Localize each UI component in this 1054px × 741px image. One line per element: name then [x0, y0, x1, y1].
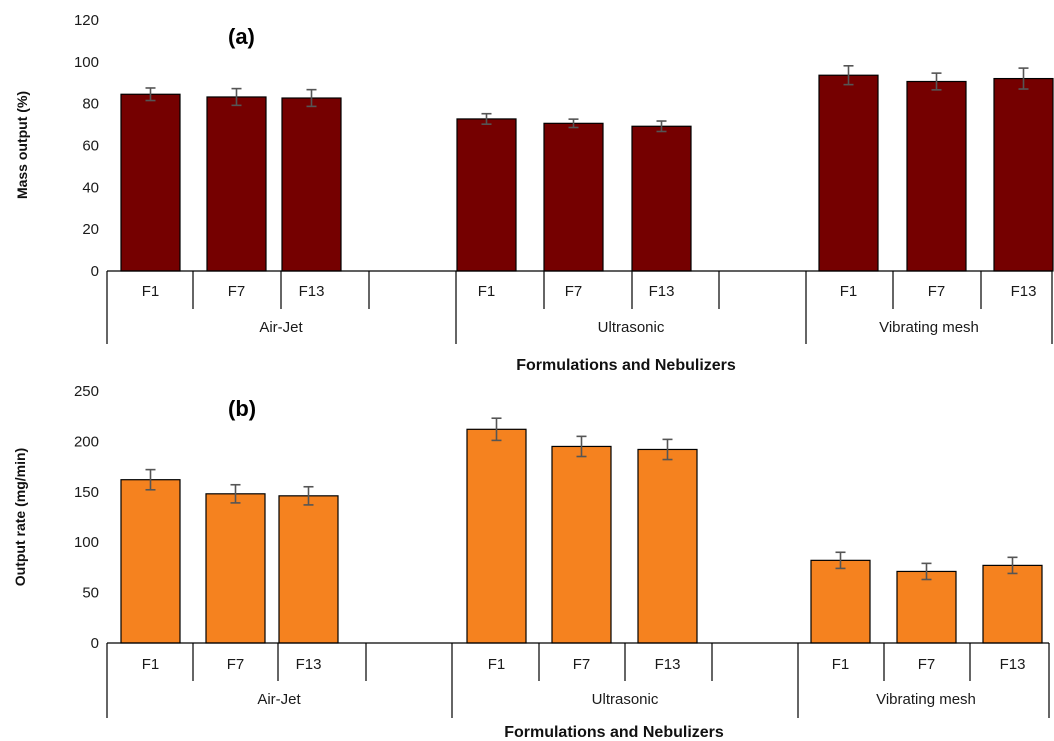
bar — [543, 122, 604, 272]
panel-b-x-axis-label: Formulations and Nebulizers — [504, 724, 724, 741]
group-label: Vibrating mesh — [876, 691, 976, 708]
panel-b-label: (b) — [228, 396, 256, 421]
x-tick-label: F7 — [918, 656, 936, 673]
bar — [205, 493, 266, 644]
y-tick-label: 150 — [74, 484, 99, 501]
panel-a-y-axis-label: Mass output (%) — [14, 91, 30, 199]
panel-b-chart: (b) Output rate (mg/min) Formulations an… — [12, 383, 1050, 741]
panel-a-label: (a) — [228, 24, 255, 49]
x-tick-label: F13 — [296, 656, 322, 673]
bar — [810, 559, 871, 644]
y-tick-label: 0 — [91, 635, 99, 652]
bar — [982, 564, 1043, 644]
x-tick-label: F13 — [655, 656, 681, 673]
bar — [466, 428, 527, 644]
group-label: Vibrating mesh — [879, 319, 979, 336]
y-tick-label: 40 — [82, 179, 99, 196]
y-tick-label: 100 — [74, 54, 99, 71]
x-tick-label: F13 — [1000, 656, 1026, 673]
bar — [818, 74, 879, 272]
group-label: Air-Jet — [259, 319, 303, 336]
bar — [906, 80, 967, 272]
bar — [993, 77, 1054, 272]
x-tick-label: F1 — [840, 283, 858, 300]
group-label: Air-Jet — [257, 691, 301, 708]
x-tick-label: F1 — [142, 656, 160, 673]
x-tick-label: F7 — [928, 283, 946, 300]
panel-a-x-axis-label: Formulations and Nebulizers — [516, 357, 736, 374]
x-tick-label: F7 — [227, 656, 245, 673]
y-tick-label: 100 — [74, 534, 99, 551]
x-tick-label: F1 — [488, 656, 506, 673]
bar — [206, 96, 267, 272]
panel-a-chart: (a) Mass output (%) Formulations and Neb… — [14, 12, 1054, 374]
panel-b-y-axis-label: Output rate (mg/min) — [12, 448, 28, 586]
bar — [896, 570, 957, 644]
y-tick-label: 0 — [91, 263, 99, 280]
bar — [637, 448, 698, 644]
x-tick-label: F13 — [299, 283, 325, 300]
y-tick-label: 250 — [74, 383, 99, 400]
x-tick-label: F13 — [1011, 283, 1037, 300]
x-tick-label: F7 — [228, 283, 246, 300]
x-tick-label: F1 — [832, 656, 850, 673]
group-label: Ultrasonic — [598, 319, 665, 336]
bar — [281, 97, 342, 272]
bar — [120, 93, 181, 272]
y-tick-label: 20 — [82, 221, 99, 238]
x-tick-label: F7 — [573, 656, 591, 673]
y-tick-label: 80 — [82, 96, 99, 113]
bar — [120, 479, 181, 644]
y-tick-label: 120 — [74, 12, 99, 29]
group-label: Ultrasonic — [592, 691, 659, 708]
x-tick-label: F13 — [649, 283, 675, 300]
x-tick-label: F7 — [565, 283, 583, 300]
bar — [278, 495, 339, 644]
bar — [631, 125, 692, 272]
y-tick-label: 200 — [74, 433, 99, 450]
bar — [551, 445, 612, 644]
bar — [456, 118, 517, 272]
x-tick-label: F1 — [478, 283, 496, 300]
y-tick-label: 60 — [82, 138, 99, 155]
x-tick-label: F1 — [142, 283, 160, 300]
y-tick-label: 50 — [82, 585, 99, 602]
